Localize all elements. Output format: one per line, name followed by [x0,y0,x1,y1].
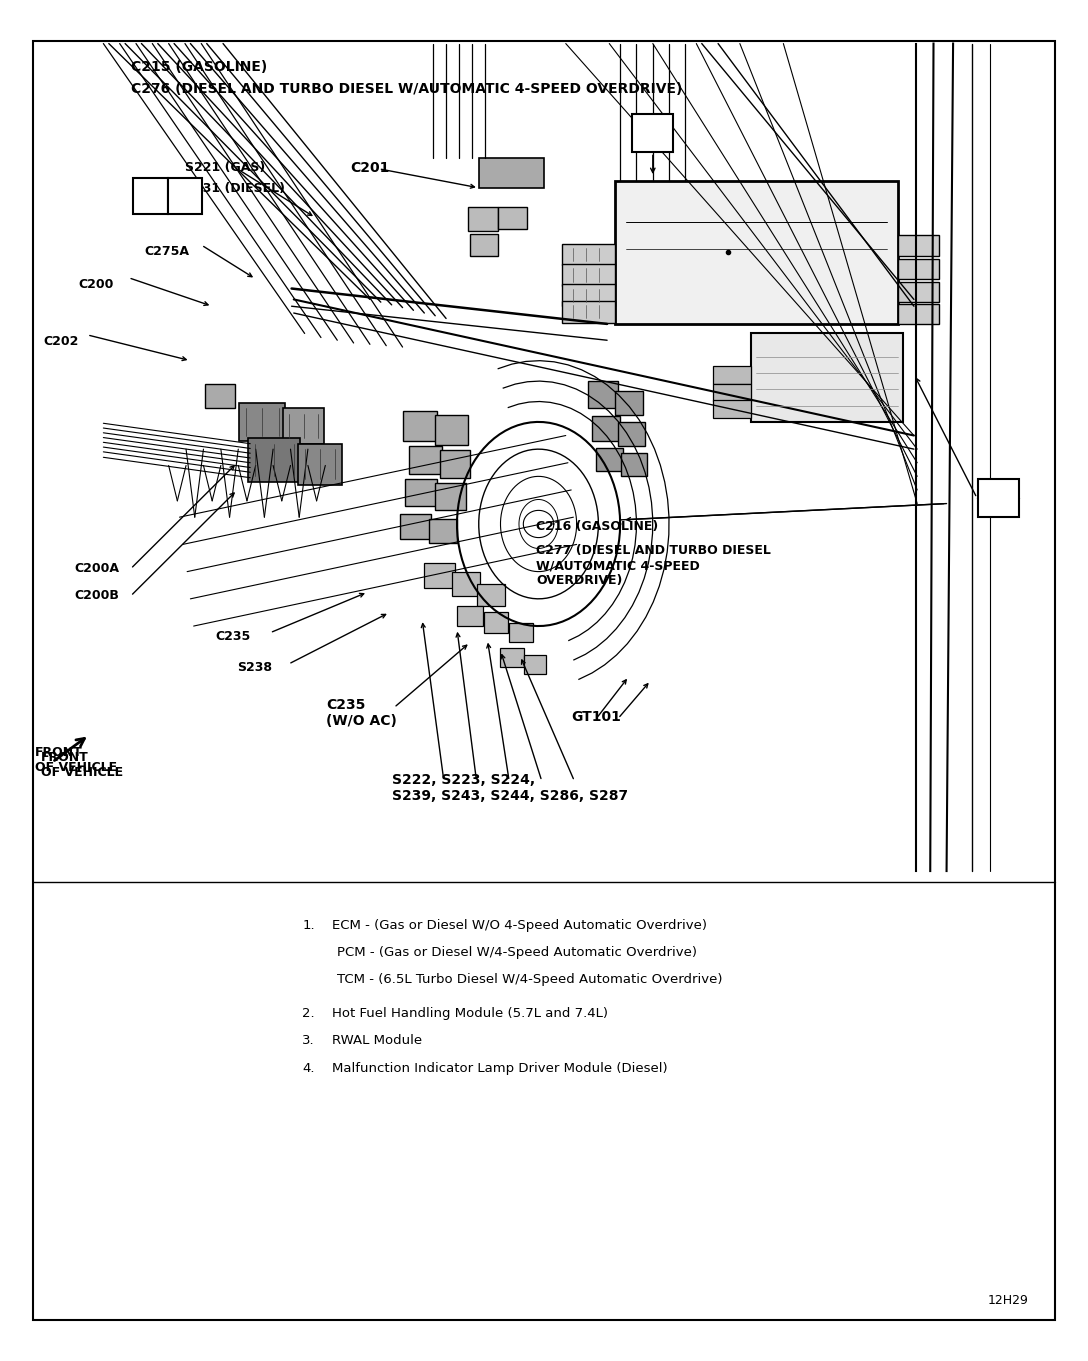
Bar [615,391,643,415]
Text: RWAL Module: RWAL Module [332,1034,422,1048]
Bar [468,207,498,231]
Bar [424,563,455,588]
Text: C200: C200 [78,278,114,291]
Text: C200A: C200A [74,562,119,576]
Text: C202: C202 [44,335,79,348]
Text: C235
(W/O AC): C235 (W/O AC) [326,698,397,728]
Text: ECM - (Gas or Diesel W/O 4-Speed Automatic Overdrive): ECM - (Gas or Diesel W/O 4-Speed Automat… [332,919,707,932]
Text: 3.: 3. [302,1034,316,1048]
Text: S222, S223, S224,
S239, S243, S244, S286, S287: S222, S223, S224, S239, S243, S244, S286… [392,773,628,803]
Bar [498,207,527,229]
Text: S221 (GAS): S221 (GAS) [185,161,265,174]
Bar [562,284,615,306]
Text: FRONT
OF VEHICLE: FRONT OF VEHICLE [35,746,116,774]
Bar [470,234,498,256]
Text: GT101: GT101 [571,710,621,724]
Text: 3: 3 [146,189,154,203]
Bar [713,400,751,418]
Bar [429,519,457,543]
Text: C215 (GASOLINE): C215 (GASOLINE) [131,60,267,73]
Bar [713,384,751,401]
Bar [713,366,751,384]
Text: S231 (DIESEL): S231 (DIESEL) [185,182,285,196]
Bar [168,178,202,214]
Bar [615,181,898,324]
Bar [621,453,647,476]
Bar [435,483,466,510]
Text: C200B: C200B [74,589,119,603]
Text: 2: 2 [994,491,1003,505]
Text: 1.: 1. [302,919,316,932]
Bar [452,572,480,596]
Bar [457,606,483,626]
Text: C201: C201 [350,161,390,174]
Text: C276 (DIESEL AND TURBO DIESEL W/AUTOMATIC 4-SPEED OVERDRIVE): C276 (DIESEL AND TURBO DIESEL W/AUTOMATI… [131,82,682,95]
Text: 1: 1 [648,127,657,140]
Bar [978,479,1019,517]
Bar [403,411,437,441]
Bar [898,259,939,279]
Bar [898,282,939,302]
Text: C216 (GASOLINE): C216 (GASOLINE) [536,520,658,534]
Text: Malfunction Indicator Lamp Driver Module (Diesel): Malfunction Indicator Lamp Driver Module… [332,1062,667,1075]
Bar [298,444,342,485]
Bar [479,158,544,188]
Text: 4.: 4. [302,1062,314,1075]
Bar [405,479,437,506]
Text: C277 (DIESEL AND TURBO DIESEL
W/AUTOMATIC 4-SPEED
OVERDRIVE): C277 (DIESEL AND TURBO DIESEL W/AUTOMATI… [536,544,771,588]
Bar [632,114,673,152]
Text: TCM - (6.5L Turbo Diesel W/4-Speed Automatic Overdrive): TCM - (6.5L Turbo Diesel W/4-Speed Autom… [337,973,722,987]
Bar [596,448,623,471]
Text: C235: C235 [215,630,250,644]
Text: FRONT
OF VEHICLE: FRONT OF VEHICLE [41,751,123,780]
Bar [562,264,615,286]
Bar [509,623,533,642]
Bar [409,446,442,474]
Bar [435,415,468,445]
Text: 2.: 2. [302,1007,316,1021]
Text: Hot Fuel Handling Module (5.7L and 7.4L): Hot Fuel Handling Module (5.7L and 7.4L) [332,1007,608,1021]
Text: 4: 4 [181,189,189,203]
Bar [283,408,324,444]
Bar [440,450,470,478]
Bar [562,301,615,323]
Bar [898,235,939,256]
Bar [592,416,620,441]
Bar [484,612,508,633]
Bar [133,178,168,214]
Text: C275A: C275A [145,245,189,259]
Bar [477,584,505,606]
Bar [898,304,939,324]
Bar [751,333,903,422]
Text: PCM - (Gas or Diesel W/4-Speed Automatic Overdrive): PCM - (Gas or Diesel W/4-Speed Automatic… [337,946,697,960]
Bar [618,422,645,446]
Bar [205,384,235,408]
Bar [400,514,431,539]
Bar [500,648,524,667]
Bar [588,381,618,408]
Bar [239,403,285,441]
Bar [524,655,546,674]
Text: 12H29: 12H29 [987,1293,1028,1307]
Bar [562,244,615,265]
Bar [248,438,300,482]
Text: S238: S238 [237,661,272,675]
